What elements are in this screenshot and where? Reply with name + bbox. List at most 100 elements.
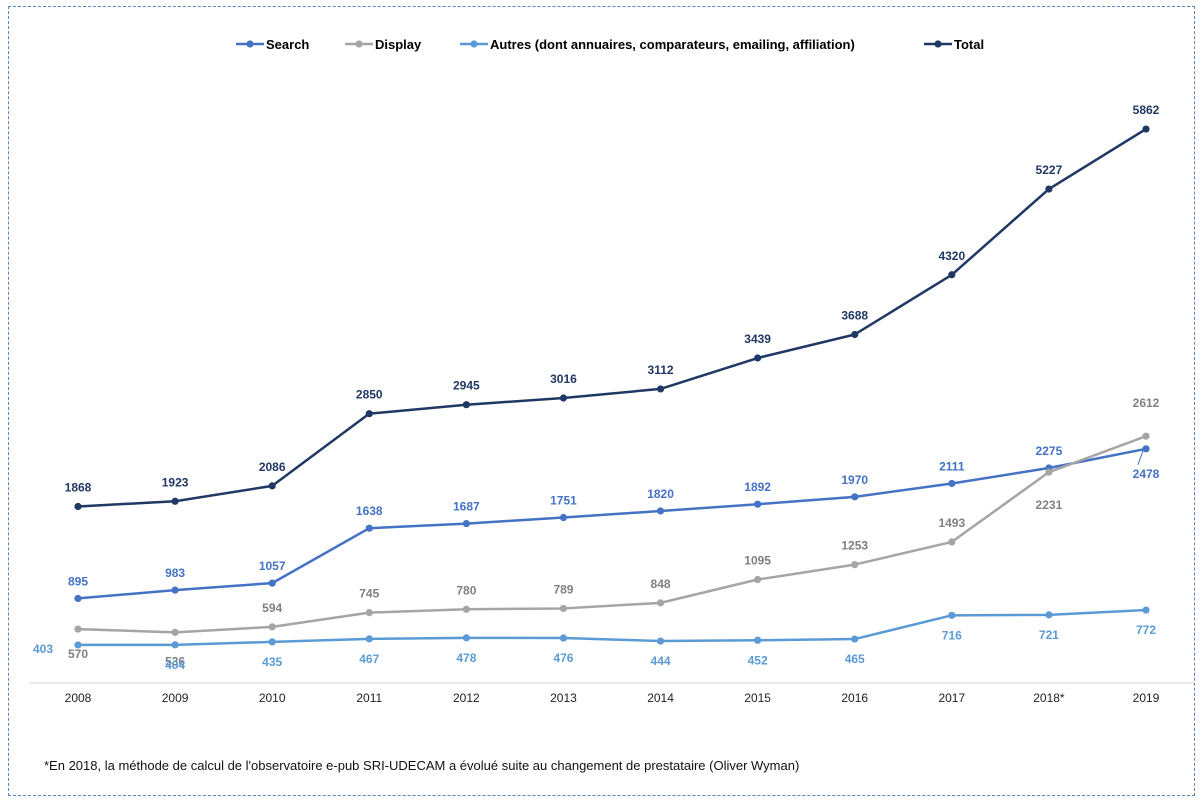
point-autres bbox=[948, 611, 956, 619]
data-label-total: 5862 bbox=[1133, 103, 1160, 117]
x-tick-label: 2012 bbox=[453, 691, 480, 705]
x-tick-label: 2014 bbox=[647, 691, 674, 705]
point-search bbox=[365, 524, 373, 532]
x-tick-label: 2008 bbox=[65, 691, 92, 705]
data-label-display: 1493 bbox=[938, 516, 965, 530]
legend-label: Autres (dont annuaires, comparateurs, em… bbox=[490, 37, 855, 52]
legend-item-display: Display bbox=[345, 37, 422, 52]
point-total bbox=[1045, 185, 1053, 193]
data-label-search: 1751 bbox=[550, 494, 577, 508]
data-label-total: 3016 bbox=[550, 372, 577, 386]
point-autres bbox=[559, 634, 568, 642]
x-tick-label: 2016 bbox=[841, 691, 868, 705]
point-display bbox=[754, 575, 762, 584]
data-label-autres: 465 bbox=[845, 652, 865, 666]
point-total bbox=[74, 502, 82, 511]
point-search bbox=[171, 586, 179, 594]
point-autres bbox=[1045, 611, 1053, 619]
x-tick-label: 2019 bbox=[1133, 691, 1160, 705]
point-autres bbox=[365, 635, 373, 643]
legend-swatch-marker bbox=[470, 40, 478, 48]
data-label-display: 2231 bbox=[1036, 498, 1063, 512]
series-line-search bbox=[77, 447, 1147, 600]
data-label-autres: 404 bbox=[165, 658, 185, 672]
chart-frame bbox=[8, 6, 1195, 796]
data-label-autres: 467 bbox=[359, 652, 379, 666]
point-total bbox=[948, 271, 956, 279]
data-label-display: 2612 bbox=[1133, 396, 1160, 410]
data-label-display: 594 bbox=[262, 601, 282, 615]
point-autres bbox=[656, 637, 665, 645]
point-autres bbox=[1142, 606, 1150, 614]
point-display bbox=[1142, 432, 1150, 440]
data-label-total: 4320 bbox=[938, 249, 965, 263]
point-autres bbox=[74, 641, 82, 649]
data-label-search: 1687 bbox=[453, 500, 480, 514]
x-tick-label: 2013 bbox=[550, 691, 577, 705]
data-labels: 895 983 1057 1638 1687 1751 1820 1892 1970 2111 22… bbox=[33, 103, 1160, 672]
data-label-autres: 476 bbox=[553, 651, 573, 665]
point-autres bbox=[851, 635, 859, 643]
data-label-search: 1638 bbox=[356, 504, 383, 518]
legend-label: Search bbox=[266, 37, 309, 52]
point-total bbox=[462, 401, 470, 409]
legend-label: Total bbox=[954, 37, 984, 52]
point-search bbox=[948, 479, 956, 488]
point-search bbox=[268, 579, 276, 587]
series-line-total bbox=[77, 127, 1147, 508]
data-label-autres: 716 bbox=[942, 628, 962, 642]
data-label-search: 2275 bbox=[1036, 444, 1063, 458]
footnote: *En 2018, la méthode de calcul de l'obse… bbox=[44, 758, 800, 773]
point-search bbox=[462, 519, 470, 528]
point-total bbox=[268, 482, 276, 490]
data-label-search: 983 bbox=[165, 566, 185, 580]
data-label-search: 2478 bbox=[1133, 467, 1160, 481]
data-label-total: 3688 bbox=[841, 308, 868, 322]
label-leader-line bbox=[1137, 450, 1144, 465]
point-search bbox=[74, 594, 82, 603]
x-tick-label: 2015 bbox=[744, 691, 771, 705]
data-label-display: 1253 bbox=[841, 539, 868, 553]
point-display bbox=[1045, 468, 1053, 476]
data-label-autres: 403 bbox=[33, 642, 53, 656]
point-display bbox=[559, 604, 568, 613]
x-tick-label: 2018* bbox=[1033, 691, 1065, 705]
point-display bbox=[656, 599, 665, 607]
data-label-display: 789 bbox=[553, 582, 573, 596]
point-display bbox=[948, 538, 956, 546]
data-label-search: 895 bbox=[68, 574, 88, 588]
point-search bbox=[656, 507, 665, 515]
data-label-display: 780 bbox=[456, 583, 476, 597]
data-label-total: 3439 bbox=[744, 332, 771, 346]
data-label-autres: 772 bbox=[1136, 623, 1156, 637]
data-label-total: 3112 bbox=[648, 363, 674, 377]
x-tick-label: 2011 bbox=[356, 691, 382, 705]
legend-item-search: Search bbox=[236, 37, 309, 52]
legend-swatch-marker bbox=[355, 40, 363, 48]
legend-swatch-marker bbox=[934, 40, 942, 48]
data-label-display: 1095 bbox=[744, 554, 771, 568]
point-autres bbox=[171, 641, 179, 649]
x-axis-ticks: 2008 2009 2010 2011 2012 2013 2014 2015 2016 2017… bbox=[65, 691, 1160, 705]
data-label-search: 1820 bbox=[647, 487, 674, 501]
legend-item-total: Total bbox=[924, 37, 984, 52]
point-search bbox=[754, 500, 762, 508]
point-autres bbox=[754, 636, 762, 644]
data-label-total: 2086 bbox=[259, 460, 286, 474]
point-display bbox=[268, 623, 276, 631]
point-autres bbox=[268, 638, 276, 646]
data-label-search: 1892 bbox=[744, 480, 771, 494]
point-total bbox=[754, 354, 762, 362]
data-label-total: 2945 bbox=[453, 379, 480, 393]
point-search bbox=[851, 493, 859, 501]
point-total bbox=[851, 330, 859, 339]
legend-label: Display bbox=[375, 37, 422, 52]
point-total bbox=[1142, 125, 1150, 133]
point-total bbox=[656, 385, 665, 393]
series-lines bbox=[74, 125, 1150, 649]
data-label-autres: 452 bbox=[748, 653, 768, 667]
data-label-total: 5227 bbox=[1036, 163, 1063, 177]
data-label-total: 1923 bbox=[162, 475, 189, 489]
point-display bbox=[171, 628, 179, 636]
